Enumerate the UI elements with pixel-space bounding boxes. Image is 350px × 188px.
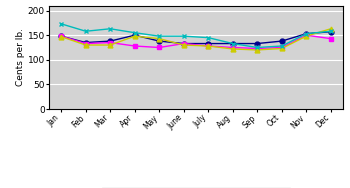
Line: 2003: 2003	[59, 21, 333, 50]
2000	[206, 42, 210, 45]
2002	[255, 49, 259, 51]
2001	[157, 46, 161, 49]
2003	[84, 30, 88, 32]
Y-axis label: Cents per lb.: Cents per lb.	[16, 28, 25, 86]
2001	[231, 46, 235, 49]
2003	[59, 23, 63, 25]
2003	[280, 45, 284, 47]
2003	[304, 33, 308, 35]
2001	[182, 42, 186, 45]
2003	[255, 46, 259, 49]
2002	[304, 35, 308, 37]
2000	[133, 34, 137, 36]
2001	[329, 37, 333, 40]
2000	[255, 42, 259, 45]
Line: 2002: 2002	[59, 26, 333, 52]
2002	[206, 45, 210, 47]
2003	[133, 32, 137, 34]
2001	[280, 46, 284, 49]
2002	[59, 36, 63, 38]
2002	[84, 44, 88, 46]
2003	[182, 35, 186, 37]
2000	[280, 40, 284, 42]
Line: 2000: 2000	[59, 29, 333, 46]
2001	[206, 45, 210, 47]
2003	[231, 42, 235, 45]
2002	[329, 28, 333, 30]
2002	[182, 44, 186, 46]
2002	[231, 48, 235, 50]
2001	[304, 34, 308, 36]
2001	[84, 42, 88, 45]
2001	[108, 41, 112, 44]
2000	[157, 40, 161, 42]
2001	[133, 45, 137, 47]
2000	[84, 41, 88, 44]
2002	[133, 35, 137, 37]
2000	[329, 31, 333, 33]
2000	[59, 35, 63, 37]
2001	[59, 35, 63, 37]
2000	[231, 42, 235, 45]
2003	[329, 30, 333, 32]
2000	[182, 42, 186, 45]
2002	[280, 47, 284, 50]
2003	[108, 28, 112, 30]
2002	[157, 37, 161, 40]
2002	[108, 44, 112, 46]
2003	[157, 35, 161, 37]
2001	[255, 47, 259, 50]
2000	[304, 33, 308, 35]
2000	[108, 40, 112, 42]
2003	[206, 36, 210, 39]
Line: 2001: 2001	[59, 33, 333, 51]
